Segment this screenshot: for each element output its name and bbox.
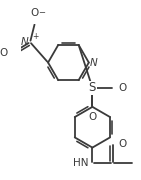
Text: O: O	[118, 139, 126, 149]
Text: HN: HN	[73, 158, 88, 168]
Text: O: O	[0, 48, 8, 58]
Text: N: N	[21, 37, 29, 47]
Text: +: +	[32, 32, 39, 41]
Text: −: −	[38, 8, 45, 17]
Text: S: S	[89, 81, 96, 94]
Text: O: O	[31, 8, 39, 18]
Text: N: N	[90, 58, 98, 68]
Text: O: O	[118, 83, 126, 93]
Text: O: O	[88, 112, 97, 122]
